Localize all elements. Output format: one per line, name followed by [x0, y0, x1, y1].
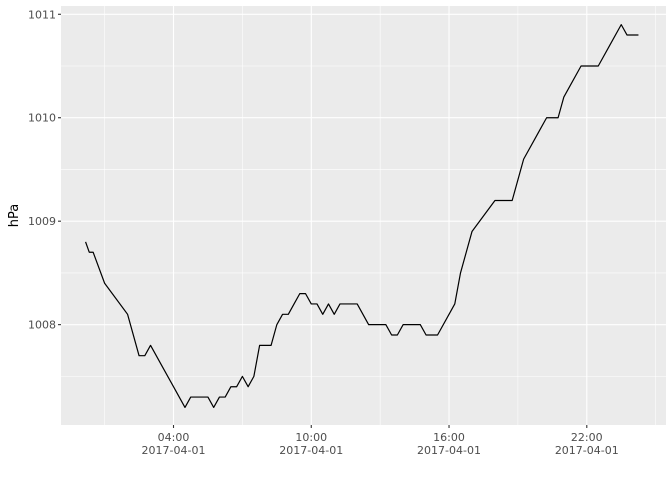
x-tick-sublabel: 2017-04-01 — [555, 444, 619, 457]
x-tick-label: 16:00 — [433, 431, 465, 444]
y-axis: 1008 1009 1010 1011 — [28, 8, 61, 332]
y-tick-label: 1009 — [28, 215, 56, 228]
series-group — [85, 24, 639, 409]
x-tick-sublabel: 2017-04-01 — [417, 444, 481, 457]
x-tick-sublabel: 2017-04-01 — [142, 444, 206, 457]
x-tick-label: 04:00 — [158, 431, 190, 444]
pressure-series-line — [85, 24, 639, 409]
x-tick-sublabel: 2017-04-01 — [279, 444, 343, 457]
x-tick-label: 22:00 — [571, 431, 603, 444]
y-tick-label: 1010 — [28, 112, 56, 125]
major-gridlines — [61, 6, 666, 425]
minor-gridlines — [61, 6, 666, 425]
y-tick-label: 1008 — [28, 319, 56, 332]
x-axis: 04:002017-04-0110:002017-04-0116:002017-… — [142, 425, 619, 457]
y-tick-label: 1011 — [28, 8, 56, 21]
plot-panel — [61, 6, 666, 425]
y-axis-title: hPa — [7, 204, 22, 227]
x-tick-label: 10:00 — [295, 431, 327, 444]
